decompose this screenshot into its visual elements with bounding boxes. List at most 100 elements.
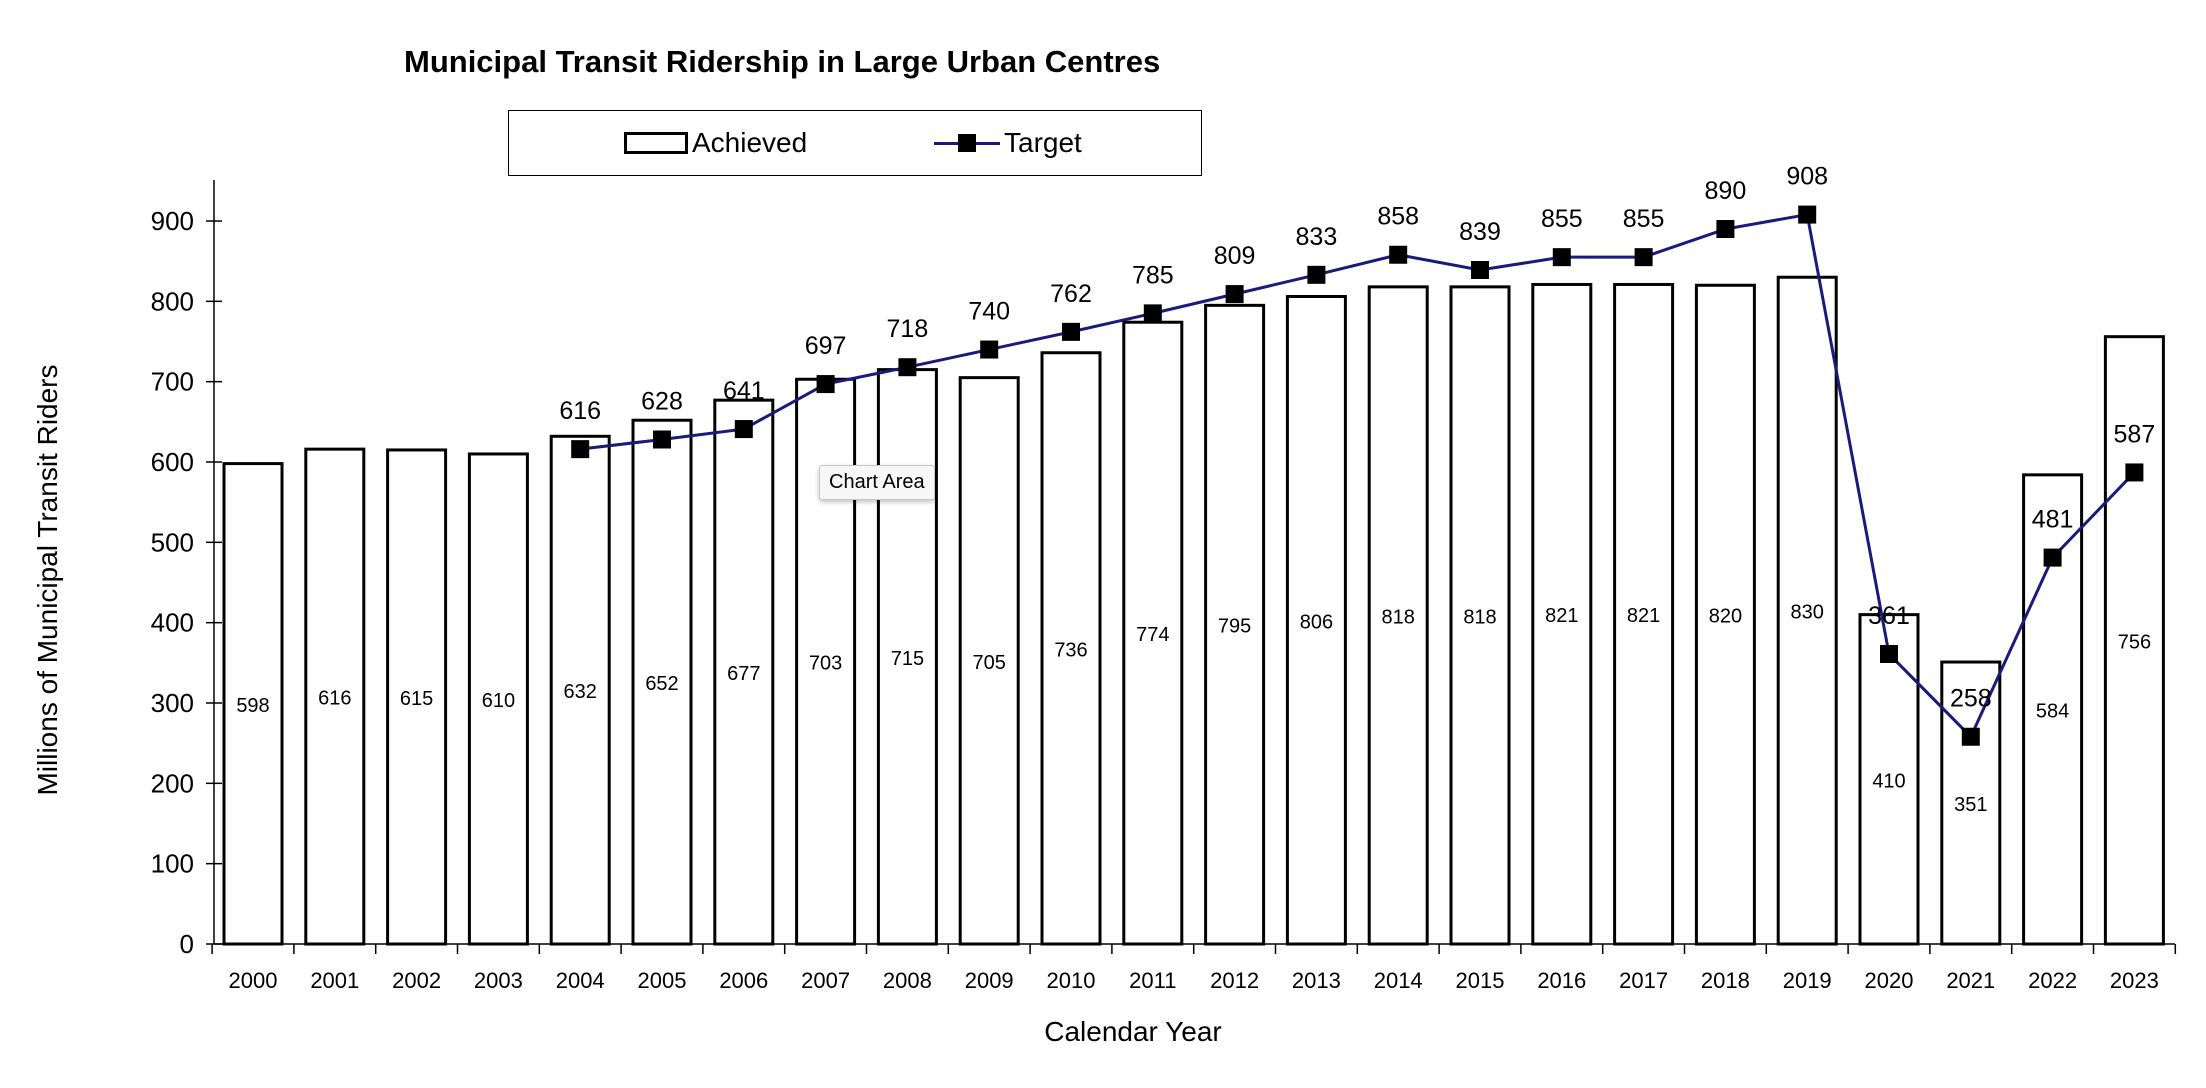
target-marker	[1634, 248, 1653, 267]
y-tick-label: 600	[151, 447, 194, 477]
y-tick-label: 400	[151, 608, 194, 638]
target-value-label: 785	[1132, 261, 1174, 289]
legend-item-achieved[interactable]: Achieved	[624, 127, 807, 159]
target-marker	[898, 358, 917, 377]
target-value-label: 697	[805, 332, 847, 360]
x-tick-label: 2003	[474, 968, 523, 993]
bar-achieved	[304, 447, 366, 946]
bar-value-label: 584	[2036, 700, 2069, 722]
line-target	[571, 205, 2144, 746]
bar-achieved	[386, 448, 448, 946]
target-marker	[734, 420, 753, 439]
bar-achieved	[1776, 275, 1838, 946]
bar-achieved	[713, 398, 775, 946]
target-value-label: 762	[1050, 280, 1092, 308]
target-marker	[1961, 727, 1980, 746]
bar-value-label: 705	[973, 652, 1006, 674]
y-tick-label: 700	[151, 367, 194, 397]
target-value-label: 890	[1705, 177, 1747, 205]
bar-value-label: 632	[564, 681, 597, 703]
chart-title: Municipal Transit Ridership in Large Urb…	[404, 44, 1161, 79]
target-marker	[1880, 644, 1898, 663]
y-tick-label: 100	[151, 849, 194, 879]
bar-value-label: 410	[1872, 770, 1905, 792]
target-marker	[1143, 304, 1162, 323]
target-value-label: 718	[887, 315, 929, 343]
bar-achieved	[2103, 335, 2165, 946]
bar-achieved	[1531, 282, 1593, 946]
bar-value-label: 756	[2118, 631, 2151, 653]
target-value-label: 855	[1541, 205, 1583, 233]
legend-label: Target	[1004, 127, 1082, 158]
x-tick-label: 2023	[2110, 968, 2159, 993]
target-line	[580, 212, 2136, 740]
x-tick-label: 2006	[719, 968, 768, 993]
bar-value-label: 715	[891, 648, 924, 670]
x-tick-label: 2022	[2028, 968, 2077, 993]
target-marker	[571, 440, 590, 459]
bar-value-label: 598	[236, 695, 269, 717]
bar-value-label: 610	[482, 690, 515, 712]
x-tick-label: 2020	[1865, 968, 1914, 993]
y-tick-label: 500	[151, 527, 194, 557]
bar-achieved	[549, 434, 611, 946]
target-value-label: 858	[1377, 203, 1419, 231]
x-tick-label: 2011	[1129, 968, 1176, 993]
data-labels: 598 616 615 610 632 652 677 703 715 705 736 774 795 8…	[236, 163, 2155, 816]
bar-value-label: 652	[645, 673, 678, 695]
bar-achieved	[1449, 285, 1511, 946]
bar-achieved	[1613, 282, 1675, 946]
legend[interactable]: Achieved Target	[508, 110, 1202, 176]
target-value-label: 839	[1459, 218, 1501, 246]
target-marker	[653, 430, 671, 449]
target-value-label: 481	[2032, 506, 2074, 534]
x-tick-label: 2009	[965, 968, 1014, 993]
target-value-label: 740	[968, 298, 1010, 326]
x-tick-label: 2010	[1047, 968, 1096, 993]
bar-value-label: 806	[1300, 611, 1333, 633]
target-value-label: 628	[641, 388, 683, 416]
bars-achieved	[222, 275, 2165, 946]
bar-achieved	[1040, 351, 1102, 946]
bar-value-label: 351	[1954, 794, 1987, 816]
target-marker	[1798, 205, 1817, 224]
target-marker	[1225, 285, 1244, 304]
target-value-label: 855	[1623, 205, 1665, 233]
bar-achieved	[1940, 660, 2002, 946]
target-marker	[1471, 261, 1489, 280]
x-tick-label: 2018	[1701, 968, 1750, 993]
legend-label: Achieved	[692, 127, 808, 158]
target-value-label: 641	[723, 377, 765, 405]
target-marker	[1389, 245, 1408, 264]
target-value-label: 908	[1786, 163, 1828, 191]
x-tick-label: 2016	[1537, 968, 1586, 993]
target-marker	[816, 375, 835, 394]
bar-value-label: 703	[809, 653, 842, 675]
target-value-label: 587	[2114, 420, 2156, 448]
legend-item-target[interactable]: Target	[934, 127, 1082, 159]
y-tick-label: 800	[151, 286, 194, 316]
y-axis-label: Millions of Municipal Transit Riders	[32, 364, 63, 796]
y-tick-label: 0	[180, 929, 194, 959]
bar-value-label: 830	[1791, 602, 1824, 624]
bar-achieved	[222, 462, 284, 946]
bar-value-label: 677	[727, 663, 760, 685]
bar-achieved	[1204, 303, 1266, 946]
bar-achieved	[1122, 320, 1184, 946]
y-tick-label: 200	[151, 768, 194, 798]
x-tick-label: 2014	[1374, 968, 1423, 993]
x-tick-label: 2019	[1783, 968, 1832, 993]
target-marker	[2125, 463, 2144, 482]
bar-achieved	[1367, 285, 1429, 946]
x-tick-label: 2012	[1210, 968, 1259, 993]
bar-value-label: 615	[400, 688, 433, 710]
bar-value-label: 736	[1054, 639, 1087, 661]
target-value-label: 616	[559, 397, 601, 425]
target-value-label: 833	[1296, 223, 1338, 251]
bar-value-label: 818	[1382, 606, 1415, 628]
bar-achieved	[1285, 295, 1347, 946]
bar-achieved	[958, 376, 1020, 946]
x-tick-label: 2000	[229, 968, 278, 993]
target-marker	[1552, 248, 1571, 267]
